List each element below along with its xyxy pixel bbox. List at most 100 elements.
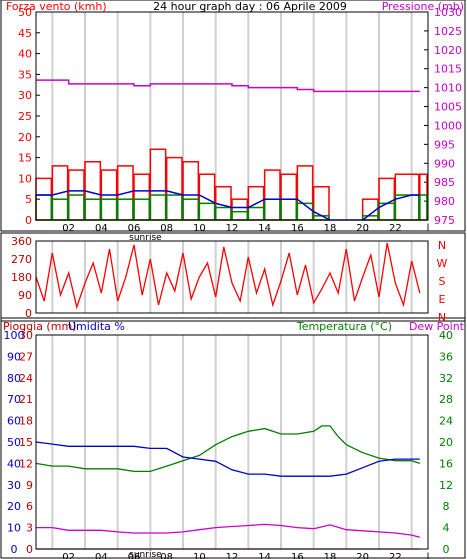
x-tick-label: 18 xyxy=(324,552,337,559)
humidity-axis-label: Umidita % xyxy=(68,320,125,333)
pressure-tick-label: 985 xyxy=(434,176,455,189)
x-tick-label: l xyxy=(427,223,430,234)
pressure-tick-label: 1020 xyxy=(434,44,462,57)
x-tick-label: 20 xyxy=(356,552,369,559)
x-tick-label: 20 xyxy=(356,223,369,234)
wind-tick-label: 30 xyxy=(18,89,32,102)
temperature-tick-label: 40 xyxy=(439,329,453,342)
x-tick-label: 04 xyxy=(95,223,108,234)
x-tick-label: 22 xyxy=(389,552,402,559)
wind-avg-bar xyxy=(419,194,428,221)
wind-gust-bar xyxy=(394,173,420,221)
dew-point-line xyxy=(36,523,420,538)
compass-letter: N xyxy=(438,311,446,324)
compass-letter: W xyxy=(437,257,448,270)
wind-gust-bar xyxy=(198,173,216,221)
x-tick-label: 04 xyxy=(95,552,108,559)
wind-panel-border xyxy=(0,0,466,232)
dew-point-axis-label: Dew Point xyxy=(409,320,465,333)
humidity-tick-label: 40 xyxy=(7,457,21,470)
pressure-tick-label: 1000 xyxy=(434,119,462,132)
x-tick-label: 02 xyxy=(62,223,75,234)
temperature-tick-label: 16 xyxy=(439,457,453,470)
wind-gust-bar xyxy=(296,165,314,221)
x-tick-label: 14 xyxy=(258,223,271,234)
rain-tick-label: 12 xyxy=(19,457,33,470)
humidity-tick-label: 80 xyxy=(7,372,21,385)
temperature-tick-label: 36 xyxy=(439,350,453,363)
wind-gust-bar xyxy=(419,173,428,221)
rain-axis-label: Pioggia (mm) xyxy=(3,320,76,333)
direction-panel-border xyxy=(0,232,466,322)
wind-avg-bar xyxy=(116,198,134,221)
humidity-tick-label: 10 xyxy=(7,522,21,535)
wind-avg-bar xyxy=(149,194,167,221)
humidity-tick-label: 20 xyxy=(7,500,21,513)
x-tick-label: 14 xyxy=(258,552,271,559)
wind-avg-bar xyxy=(214,206,232,221)
wind-avg-bar xyxy=(231,210,249,221)
humidity-tick-label: 90 xyxy=(7,350,21,363)
temperature-line xyxy=(35,425,421,473)
pressure-tick-label: 975 xyxy=(434,214,455,227)
humidity-tick-label: 60 xyxy=(7,415,21,428)
rain-tick-label: 21 xyxy=(19,393,33,406)
x-tick-label: 16 xyxy=(291,552,304,559)
pressure-tick-label: 980 xyxy=(434,195,455,208)
direction-tick-label: 360 xyxy=(11,235,32,248)
temperature-axis-label: Temperatura (°C) xyxy=(296,320,392,333)
wind-gust-bar xyxy=(378,177,396,221)
wind-avg-bar xyxy=(247,206,265,221)
wind-tick-label: 50 xyxy=(18,6,32,19)
wind-tick-label: 0 xyxy=(25,214,32,227)
x-tick-label: 16 xyxy=(291,223,304,234)
direction-tick-label: 180 xyxy=(11,271,32,284)
wind-avg-bar xyxy=(100,198,118,221)
temperature-tick-label: 24 xyxy=(439,415,453,428)
wind-gust-bar xyxy=(133,173,151,221)
wind-gust-bar xyxy=(165,156,183,221)
direction-tick-label: 90 xyxy=(18,289,32,302)
wind-gust-bar xyxy=(182,161,200,221)
x-tick-label: 06 xyxy=(128,552,141,559)
wind-avg-bar xyxy=(198,202,216,221)
wind-tick-label: 35 xyxy=(18,68,32,81)
x-tick-label: 08 xyxy=(160,223,173,234)
wind-avg-bar xyxy=(67,194,85,221)
pressure-tick-label: 1015 xyxy=(434,63,462,76)
rain-tick-label: 6 xyxy=(26,500,33,513)
wind-tick-label: 5 xyxy=(25,193,32,206)
pressure-tick-label: 1005 xyxy=(434,101,462,114)
temperature-tick-label: 28 xyxy=(439,393,453,406)
humidity-tick-label: 50 xyxy=(7,436,21,449)
wind-avg-bar xyxy=(84,198,102,221)
humidity-tick-label: 100 xyxy=(4,329,25,342)
x-tick-label: 06 xyxy=(128,223,141,234)
direction-tick-label: 0 xyxy=(25,307,32,320)
wind-tick-label: 10 xyxy=(18,172,32,185)
wind-axis-label: Forza vento (kmh) xyxy=(6,0,107,13)
x-tick-label: 12 xyxy=(226,223,239,234)
humidity-tick-label: 70 xyxy=(7,393,21,406)
wind-tick-label: 20 xyxy=(18,131,32,144)
wind-direction-line xyxy=(35,242,421,310)
rain-tick-label: 3 xyxy=(26,522,33,535)
x-tick-label: 10 xyxy=(193,223,206,234)
temperature-tick-label: 32 xyxy=(439,372,453,385)
x-tick-label: 22 xyxy=(389,223,402,234)
x-tick-label: l xyxy=(427,552,430,559)
wind-plot-frame xyxy=(35,11,429,221)
rain-tick-label: 0 xyxy=(26,543,33,556)
x-tick-label: 18 xyxy=(324,223,337,234)
temperature-tick-label: 20 xyxy=(439,436,453,449)
rain-tick-label: 30 xyxy=(19,329,33,342)
wind-avg-bar xyxy=(165,194,183,221)
rain-tick-label: 9 xyxy=(26,479,33,492)
wind-avg-bar xyxy=(182,198,200,221)
x-tick-label: 10 xyxy=(193,552,206,559)
wind-gust-bar xyxy=(149,148,167,221)
bottom-plot-frame xyxy=(35,334,429,550)
direction-tick-label: 270 xyxy=(11,253,32,266)
compass-letter: N xyxy=(438,239,446,252)
